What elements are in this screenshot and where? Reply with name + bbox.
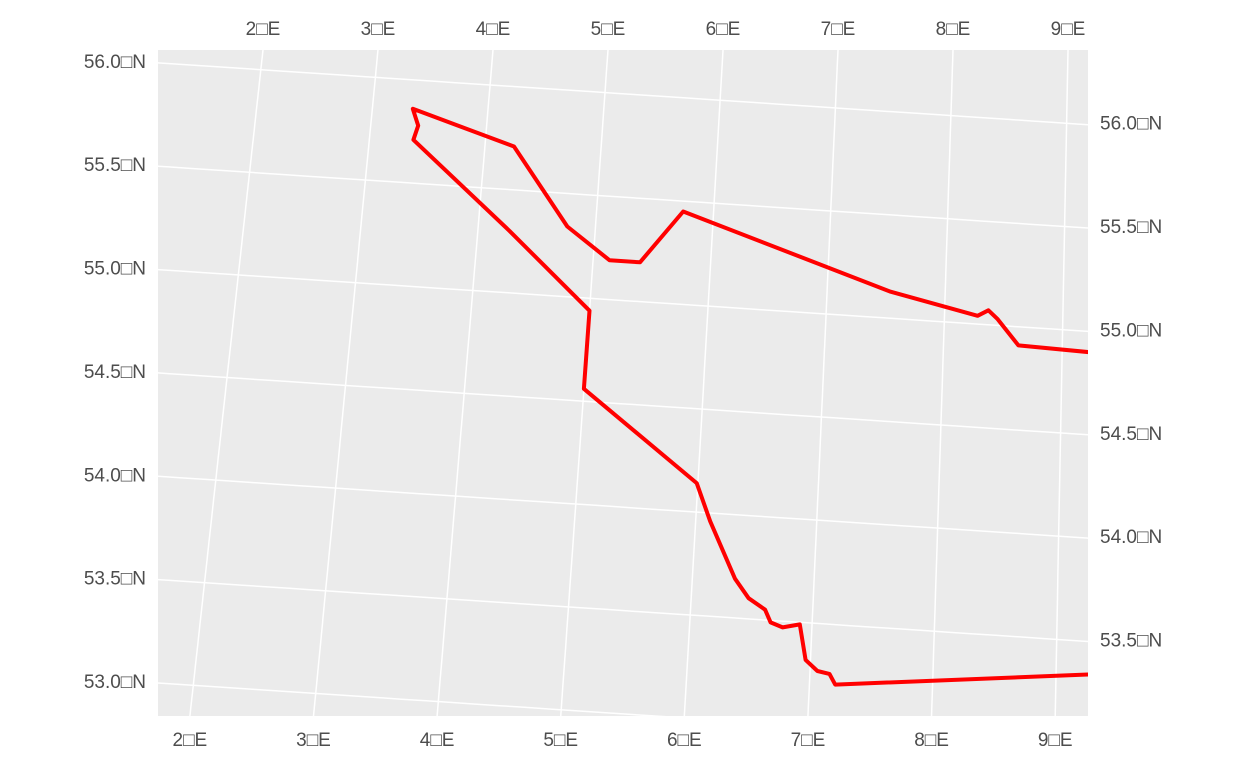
x-tick-label-top: 7□E bbox=[821, 19, 856, 40]
y-tick-label: 53.0□N bbox=[84, 672, 146, 693]
grid-line bbox=[436, 50, 494, 716]
x-tick-label-top: 6□E bbox=[706, 19, 741, 40]
x-tick-label-top: 8□E bbox=[936, 19, 971, 40]
y-tick-label-right: 56.0□N bbox=[1100, 114, 1162, 135]
grid-line bbox=[312, 50, 379, 716]
grid-line bbox=[158, 372, 1088, 436]
y-tick-label: 53.5□N bbox=[84, 569, 146, 590]
grid-line bbox=[189, 50, 264, 716]
grid-line bbox=[559, 50, 609, 716]
graticule bbox=[158, 50, 1088, 716]
x-tick-label: 3□E bbox=[296, 730, 331, 751]
y-tick-label: 54.0□N bbox=[84, 465, 146, 486]
y-tick-label: 54.5□N bbox=[84, 362, 146, 383]
x-tick-label-top: 2□E bbox=[246, 19, 281, 40]
grid-line bbox=[807, 50, 839, 716]
panel bbox=[158, 50, 1088, 716]
x-tick-label: 2□E bbox=[173, 730, 208, 751]
x-tick-label: 9□E bbox=[1038, 730, 1073, 751]
y-tick-label-right: 53.5□N bbox=[1100, 630, 1162, 651]
boundary-line bbox=[410, 106, 1088, 687]
y-tick-label: 55.5□N bbox=[84, 155, 146, 176]
grid-line bbox=[158, 268, 1088, 333]
grid-line bbox=[930, 50, 954, 716]
y-tick-label: 56.0□N bbox=[84, 52, 146, 73]
y-tick-label-right: 54.5□N bbox=[1100, 424, 1162, 445]
grid-line bbox=[158, 475, 1088, 539]
x-tick-label: 5□E bbox=[543, 730, 578, 751]
grid-line bbox=[683, 50, 724, 716]
y-tick-label-right: 55.5□N bbox=[1100, 217, 1162, 238]
grid-line bbox=[158, 682, 667, 716]
y-tick-label: 55.0□N bbox=[84, 259, 146, 280]
x-tick-label: 6□E bbox=[667, 730, 702, 751]
x-tick-label-top: 5□E bbox=[591, 19, 626, 40]
grid-line bbox=[158, 62, 1088, 126]
x-tick-label-top: 4□E bbox=[476, 19, 511, 40]
axis-labels: 2□E 2□E 3□E 3□E 4□E 4□E 5□E 5□E 6□E 6□E 7□E 7□E 8□E 8… bbox=[84, 19, 1162, 751]
x-tick-label: 7□E bbox=[791, 730, 826, 751]
grid-line bbox=[1054, 50, 1069, 716]
x-tick-label-top: 3□E bbox=[361, 19, 396, 40]
y-tick-label-right: 54.0□N bbox=[1100, 527, 1162, 548]
grid-line bbox=[158, 578, 1088, 643]
x-tick-label: 8□E bbox=[914, 730, 949, 751]
x-tick-label-top: 9□E bbox=[1051, 19, 1086, 40]
grid-line bbox=[158, 165, 1088, 229]
boundary-layer bbox=[410, 106, 1088, 687]
y-tick-label-right: 55.0□N bbox=[1100, 320, 1162, 341]
x-tick-label: 4□E bbox=[420, 730, 455, 751]
